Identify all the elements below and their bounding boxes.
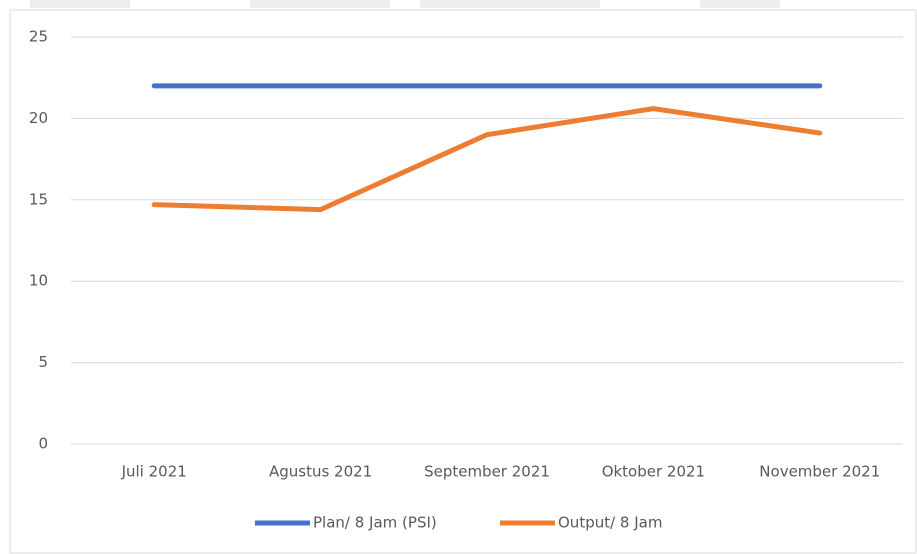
- x-tick-label: November 2021: [759, 463, 880, 481]
- x-tick-label: Juli 2021: [121, 463, 187, 481]
- line-series: [151, 106, 823, 213]
- y-tick-label: 20: [29, 109, 48, 127]
- y-tick-label: 10: [29, 272, 48, 290]
- blurred-header: [30, 0, 780, 8]
- y-tick-label: 0: [38, 435, 48, 453]
- y-tick-label: 15: [29, 190, 48, 208]
- x-tick-label: Oktober 2021: [602, 463, 705, 481]
- x-tick-label: September 2021: [424, 463, 550, 481]
- y-tick-label: 25: [29, 28, 48, 46]
- x-tick-label: Agustus 2021: [269, 463, 372, 481]
- y-tick-label: 5: [38, 353, 48, 371]
- legend-label: Output/ 8 Jam: [558, 514, 662, 532]
- legend-label: Plan/ 8 Jam (PSI): [313, 514, 437, 532]
